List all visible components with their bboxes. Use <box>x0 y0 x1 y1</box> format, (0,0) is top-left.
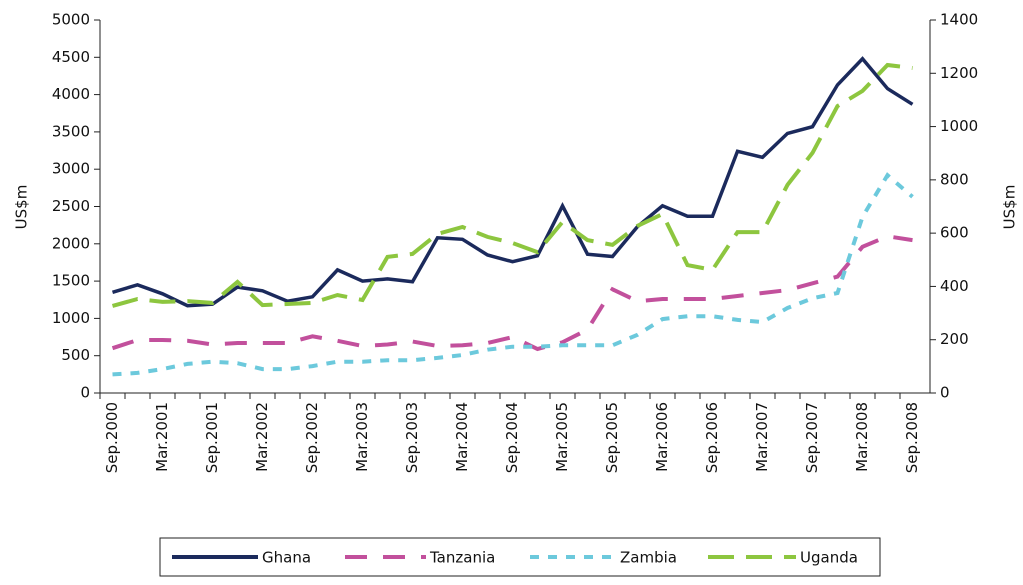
y-tick-label: 4500 <box>52 48 90 66</box>
x-tick-label: Sep.2002 <box>303 402 321 473</box>
legend-label: Uganda <box>800 549 858 567</box>
y-tick-label: 1500 <box>52 272 90 290</box>
x-tick-label: Sep.2006 <box>703 402 721 473</box>
x-tick-label: Mar.2008 <box>853 402 871 472</box>
legend-label: Zambia <box>620 549 677 567</box>
y-tick-label: 5000 <box>52 11 90 29</box>
y-tick-label: 0 <box>80 384 90 402</box>
x-tick-label: Mar.2005 <box>553 402 571 472</box>
x-tick-label: Mar.2002 <box>253 402 271 472</box>
y-tick-label: 500 <box>61 346 90 364</box>
y2-tick-label: 1200 <box>940 64 978 82</box>
y2-tick-label: 0 <box>940 384 950 402</box>
y-tick-label: 3500 <box>52 122 90 140</box>
x-tick-label: Mar.2001 <box>153 402 171 472</box>
x-tick-label: Sep.2008 <box>903 402 921 473</box>
y-tick-label: 4000 <box>52 85 90 103</box>
x-tick-label: Mar.2007 <box>753 402 771 472</box>
x-tick-label: Mar.2004 <box>453 402 471 472</box>
x-tick-label: Mar.2006 <box>653 402 671 472</box>
y2-tick-label: 800 <box>940 170 969 188</box>
series-line <box>111 62 913 308</box>
x-tick-label: Sep.2005 <box>603 402 621 473</box>
x-tick-label: Sep.2007 <box>803 402 821 473</box>
x-tick-label: Sep.2003 <box>403 402 421 473</box>
y2-tick-label: 1400 <box>940 11 978 29</box>
legend-label: Ghana <box>262 549 311 567</box>
y2-tick-label: 400 <box>940 277 969 295</box>
y-tick-label: 1000 <box>52 309 90 327</box>
x-tick-label: Sep.2000 <box>103 402 121 473</box>
series-line <box>111 234 913 352</box>
legend-label: Tanzania <box>429 549 495 567</box>
y-axis-title: US$m <box>13 185 31 230</box>
y2-tick-label: 1000 <box>940 117 978 135</box>
y2-axis-title: US$m <box>1001 185 1019 230</box>
y2-tick-label: 600 <box>940 224 969 242</box>
y-tick-label: 2000 <box>52 234 90 252</box>
series-line <box>111 56 914 308</box>
x-tick-label: Sep.2001 <box>203 402 221 473</box>
y-tick-label: 2500 <box>52 197 90 215</box>
x-tick-label: Mar.2003 <box>353 402 371 472</box>
y-tick-label: 3000 <box>52 160 90 178</box>
series-line <box>112 172 914 377</box>
y2-tick-label: 200 <box>940 330 969 348</box>
x-tick-label: Sep.2004 <box>503 402 521 473</box>
